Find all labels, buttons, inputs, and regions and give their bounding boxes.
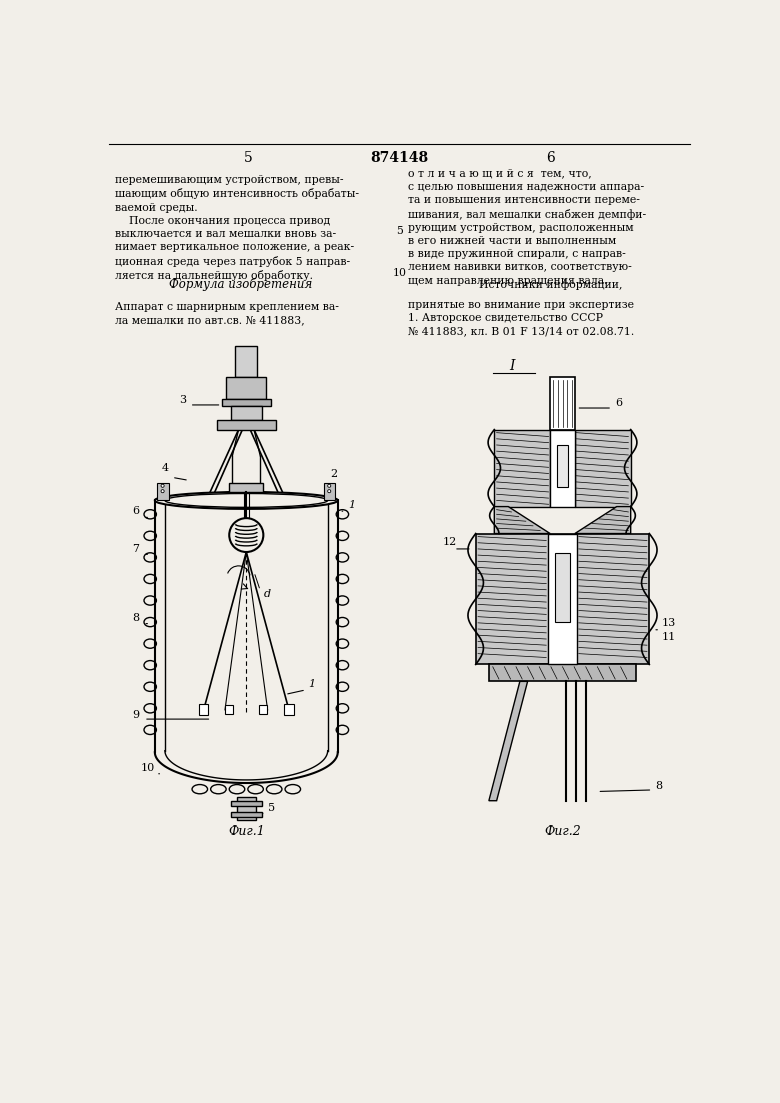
Text: о т л и ч а ю щ и й с я  тем, что,
с целью повышения надежности аппара-
та и пов: о т л и ч а ю щ и й с я тем, что, с цель…: [407, 169, 646, 286]
Bar: [229, 483, 264, 492]
Polygon shape: [489, 682, 527, 801]
Text: 12: 12: [442, 537, 456, 547]
Circle shape: [229, 518, 264, 552]
Text: Фиг.1: Фиг.1: [228, 825, 264, 838]
Text: 5: 5: [396, 226, 403, 236]
Circle shape: [161, 484, 164, 488]
Text: 2: 2: [330, 469, 337, 480]
Text: Фиг.2: Фиг.2: [544, 825, 581, 838]
Bar: [226, 377, 267, 399]
Text: 8: 8: [655, 781, 663, 791]
Text: 4: 4: [161, 463, 168, 473]
Text: 1: 1: [308, 678, 315, 688]
Text: 10: 10: [140, 763, 155, 773]
Text: перемешивающим устройством, превы-
шающим общую интенсивность обрабаты-
ваемой с: перемешивающим устройством, превы- шающи…: [115, 174, 359, 281]
Text: Аппарат с шарнирным креплением ва-
ла мешалки по авт.св. № 411883,: Аппарат с шарнирным креплением ва- ла ме…: [115, 302, 339, 325]
Text: Источники информации,: Источники информации,: [479, 279, 622, 290]
Bar: [231, 407, 262, 420]
Ellipse shape: [155, 492, 338, 508]
Text: 5: 5: [244, 151, 253, 164]
Bar: [548, 534, 577, 664]
Text: 7: 7: [133, 544, 140, 554]
Bar: [222, 399, 271, 407]
Polygon shape: [495, 506, 550, 534]
Text: 11: 11: [661, 632, 676, 642]
Text: 6: 6: [547, 151, 555, 164]
Text: Формула изобретения: Формула изобретения: [169, 277, 313, 291]
Bar: [495, 429, 550, 506]
Text: 1: 1: [349, 500, 356, 510]
Bar: [237, 796, 256, 820]
Bar: [199, 705, 208, 715]
Bar: [260, 705, 268, 715]
Bar: [225, 705, 233, 715]
Bar: [555, 553, 570, 622]
Bar: [476, 534, 649, 664]
Bar: [217, 420, 276, 429]
Bar: [557, 445, 568, 488]
Bar: [575, 429, 631, 506]
Text: 5: 5: [268, 803, 275, 813]
Circle shape: [328, 484, 331, 488]
Bar: [236, 346, 257, 377]
Bar: [550, 429, 575, 506]
Text: 874148: 874148: [370, 151, 429, 164]
Polygon shape: [575, 506, 631, 534]
Text: 8: 8: [133, 613, 140, 623]
Bar: [231, 812, 262, 817]
Text: I: I: [509, 358, 515, 373]
Bar: [158, 483, 168, 501]
Bar: [324, 483, 335, 501]
Text: d: d: [264, 589, 271, 599]
Text: 6: 6: [615, 398, 622, 408]
Text: 6: 6: [133, 505, 140, 515]
Text: 10: 10: [393, 268, 406, 278]
Text: принятые во внимание при экспертизе: принятые во внимание при экспертизе: [407, 300, 633, 310]
Text: 13: 13: [661, 618, 676, 628]
Bar: [489, 664, 636, 682]
Bar: [284, 705, 293, 715]
Circle shape: [161, 490, 164, 493]
Bar: [231, 802, 262, 806]
Bar: [550, 377, 575, 429]
Text: 9: 9: [133, 709, 140, 719]
Text: 1. Авторское свидетельство СССР
№ 411883, кл. B 01 F 13/14 от 02.08.71.: 1. Авторское свидетельство СССР № 411883…: [407, 313, 633, 336]
Circle shape: [328, 490, 331, 493]
Text: 3: 3: [179, 395, 186, 406]
